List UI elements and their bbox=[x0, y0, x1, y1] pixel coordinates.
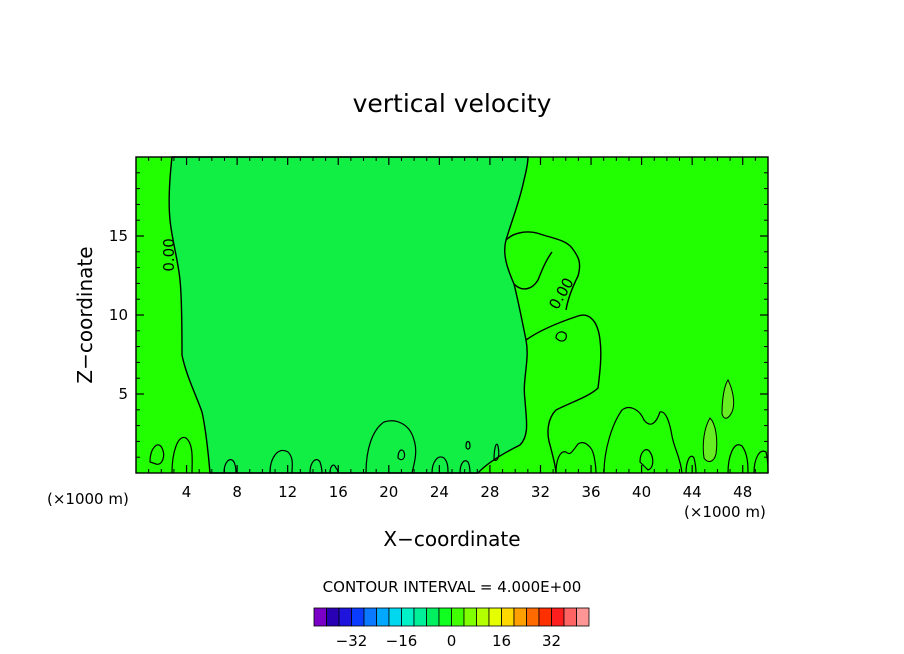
x-tick-label: 4 bbox=[182, 483, 192, 501]
bottom-cell bbox=[603, 407, 683, 474]
colorbar-swatch bbox=[413, 607, 427, 627]
colorbar-swatch bbox=[338, 607, 352, 627]
colorbar-swatch bbox=[463, 607, 477, 627]
colorbar-tick-label: 16 bbox=[492, 632, 511, 650]
colorbar: −32 −16 0 16 32 bbox=[313, 607, 590, 650]
bottom-cell bbox=[555, 442, 597, 474]
bottom-cells bbox=[149, 331, 769, 474]
low-velocity-region bbox=[168, 156, 529, 474]
bottom-cell bbox=[465, 440, 471, 450]
x-tick-label: 36 bbox=[581, 483, 600, 501]
colorbar-tick-label: 0 bbox=[447, 632, 457, 650]
mid-region-upper-lobe bbox=[505, 231, 581, 311]
x-tick-label: 24 bbox=[430, 483, 449, 501]
x-tick-label: 44 bbox=[683, 483, 702, 501]
bottom-cell bbox=[493, 443, 500, 461]
y-tick-label: 15 bbox=[109, 227, 128, 245]
colorbar-swatch bbox=[376, 607, 390, 627]
bottom-cell bbox=[365, 420, 417, 474]
colorbar-swatch bbox=[538, 607, 552, 627]
colorbar-swatch bbox=[451, 607, 465, 627]
y-tick-label: 10 bbox=[109, 306, 128, 324]
colorbar-swatch bbox=[313, 607, 327, 627]
x-axis-ticks: 4 8 12 16 20 24 28 32 36 40 44 48 bbox=[148, 157, 756, 501]
colorbar-swatch bbox=[476, 607, 490, 627]
bottom-cell bbox=[685, 455, 697, 474]
colorbar-swatch bbox=[563, 607, 577, 627]
colorbar-tick-label: 32 bbox=[542, 632, 561, 650]
y-tick-label: 5 bbox=[118, 385, 128, 403]
colorbar-swatch bbox=[401, 607, 415, 627]
x-tick-label: 28 bbox=[480, 483, 499, 501]
colorbar-swatch bbox=[351, 607, 365, 627]
colorbar-swatch bbox=[513, 607, 527, 627]
chart-title: vertical velocity bbox=[353, 89, 552, 118]
bottom-cell bbox=[269, 449, 293, 474]
colorbar-swatch bbox=[426, 607, 440, 627]
y-axis-ticks: 5 10 15 bbox=[109, 172, 768, 458]
colorbar-swatch bbox=[576, 607, 590, 627]
velocity-patch bbox=[721, 379, 735, 419]
x-axis-unit-right: (×1000 m) bbox=[684, 503, 766, 521]
x-tick-label: 32 bbox=[531, 483, 550, 501]
x-axis-unit-left: (×1000 m) bbox=[47, 490, 129, 508]
bottom-cell bbox=[555, 331, 567, 342]
mid-region-hook bbox=[513, 251, 553, 290]
x-tick-label: 48 bbox=[733, 483, 752, 501]
bottom-cell bbox=[459, 460, 471, 474]
colorbar-swatch bbox=[388, 607, 402, 627]
bottom-cell bbox=[639, 449, 654, 471]
x-tick-label: 8 bbox=[232, 483, 242, 501]
colorbar-swatch bbox=[501, 607, 515, 627]
colorbar-swatch bbox=[551, 607, 565, 627]
bottom-cell bbox=[223, 459, 237, 474]
y-axis-label: Z−coordinate bbox=[73, 246, 97, 383]
colorbar-tick-label: −32 bbox=[336, 632, 368, 650]
bottom-cell bbox=[309, 459, 323, 474]
contour-label: 0.00 bbox=[160, 238, 178, 271]
velocity-patch bbox=[702, 417, 718, 462]
colorbar-swatch bbox=[363, 607, 377, 627]
colorbar-tick-label: −16 bbox=[386, 632, 418, 650]
bottom-cell bbox=[397, 449, 406, 461]
bottom-cell bbox=[431, 456, 449, 474]
x-tick-label: 40 bbox=[632, 483, 651, 501]
plot-area: 0.000.00 bbox=[135, 156, 769, 474]
bottom-cell bbox=[149, 444, 165, 465]
bottom-cell bbox=[727, 444, 749, 474]
colorbar-swatch bbox=[438, 607, 452, 627]
x-axis-label: X−coordinate bbox=[383, 527, 520, 551]
x-tick-label: 12 bbox=[278, 483, 297, 501]
x-tick-label: 16 bbox=[329, 483, 348, 501]
colorbar-swatch bbox=[488, 607, 502, 627]
bottom-cell bbox=[171, 436, 193, 474]
mid-region-right-contour bbox=[525, 314, 602, 474]
contour-interval-text: CONTOUR INTERVAL = 4.000E+00 bbox=[323, 578, 582, 596]
colorbar-swatch bbox=[526, 607, 540, 627]
x-tick-label: 20 bbox=[379, 483, 398, 501]
colorbar-swatch bbox=[326, 607, 340, 627]
